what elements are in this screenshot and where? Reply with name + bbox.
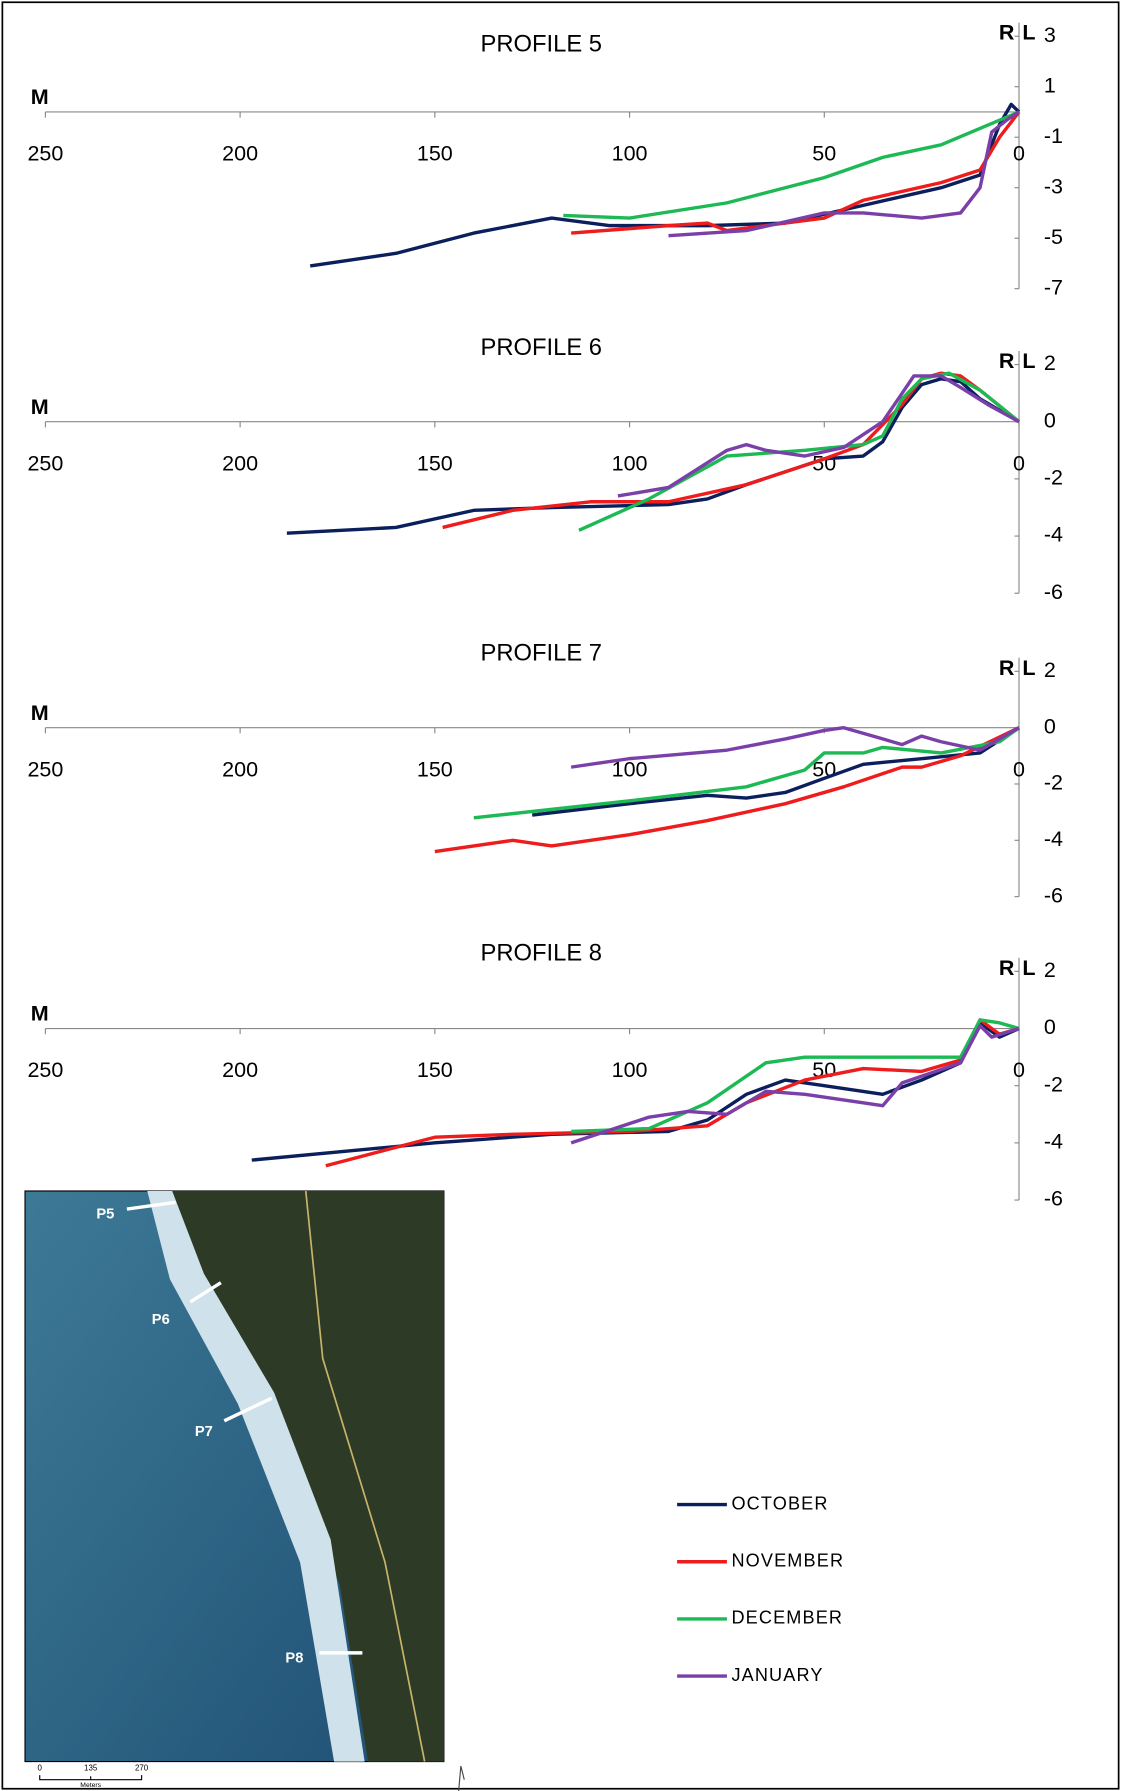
y-tick-label: 0	[1044, 408, 1056, 432]
profile-label: P6	[152, 1312, 170, 1328]
side-label: L	[1022, 956, 1035, 980]
y-tick-label: 3	[1044, 23, 1056, 47]
profile-label: P7	[195, 1424, 213, 1440]
y-tick-label: -4	[1044, 523, 1063, 547]
y-tick-label: -2	[1044, 466, 1063, 490]
y-tick-label: -1	[1044, 124, 1063, 148]
y-tick-label: 0	[1044, 1015, 1056, 1039]
x-tick-label: 250	[27, 1058, 63, 1082]
x-axis-label: M	[31, 85, 49, 109]
scale-label: 0	[38, 1763, 43, 1772]
legend-label: JANUARY	[731, 1665, 823, 1685]
legend-label: DECEMBER	[731, 1608, 843, 1628]
chart-title: PROFILE 8	[480, 940, 602, 967]
side-label: R	[999, 956, 1015, 980]
legend-label: NOVEMBER	[731, 1551, 844, 1571]
chart-title: PROFILE 6	[480, 334, 602, 361]
x-tick-label: 250	[27, 142, 63, 166]
y-tick-label: 2	[1044, 351, 1056, 375]
x-tick-label: 200	[222, 142, 258, 166]
x-tick-label: 100	[612, 1058, 648, 1082]
x-tick-label: 150	[417, 1058, 453, 1082]
line-series	[252, 1023, 1019, 1160]
scale-label: 135	[84, 1763, 98, 1772]
y-tick-label: -2	[1044, 1072, 1063, 1096]
x-axis-label: M	[31, 1002, 49, 1026]
y-tick-label: 1	[1044, 73, 1056, 97]
y-tick-label: -6	[1044, 580, 1063, 604]
side-label: R	[999, 656, 1015, 680]
y-tick-label: -7	[1044, 275, 1063, 299]
x-tick-label: 200	[222, 451, 258, 475]
profile-label: P5	[96, 1207, 114, 1223]
y-tick-label: -6	[1044, 883, 1063, 907]
scale-unit: Meters	[80, 1782, 101, 1789]
x-tick-label: 100	[612, 451, 648, 475]
x-tick-label: 150	[417, 451, 453, 475]
x-tick-label: 250	[27, 451, 63, 475]
line-series	[618, 376, 1019, 496]
x-tick-label: 100	[612, 142, 648, 166]
x-tick-label: 0	[1013, 451, 1025, 475]
x-tick-label: 50	[812, 142, 836, 166]
profile-label: P8	[285, 1650, 303, 1666]
y-tick-label: -6	[1044, 1187, 1063, 1211]
line-series	[310, 104, 1019, 266]
y-tick-label: -5	[1044, 225, 1063, 249]
line-series	[287, 379, 1019, 533]
chart-title: PROFILE 5	[480, 31, 602, 58]
x-tick-label: 0	[1013, 757, 1025, 781]
x-tick-label: 150	[417, 757, 453, 781]
side-label: L	[1022, 21, 1035, 45]
x-tick-label: 250	[27, 757, 63, 781]
y-tick-label: -3	[1044, 174, 1063, 198]
y-tick-label: 2	[1044, 958, 1056, 982]
map: P5 P6 P7 P8 0 135 270 Meters	[25, 1191, 464, 1791]
x-tick-label: 0	[1013, 142, 1025, 166]
y-tick-label: -4	[1044, 827, 1063, 851]
chart-title: PROFILE 7	[480, 640, 602, 667]
side-label: L	[1022, 656, 1035, 680]
page: P5 P6 P7 P8 0 135 270 Meters PROFILE 525…	[0, 0, 1121, 1791]
y-tick-label: 2	[1044, 658, 1056, 682]
x-axis-label: M	[31, 701, 49, 725]
side-label: L	[1022, 349, 1035, 373]
y-tick-label: 0	[1044, 714, 1056, 738]
x-tick-label: 0	[1013, 1058, 1025, 1082]
x-tick-label: 200	[222, 1058, 258, 1082]
x-tick-label: 150	[417, 142, 453, 166]
north-arrow	[459, 1766, 465, 1791]
x-tick-label: 200	[222, 757, 258, 781]
side-label: R	[999, 21, 1015, 45]
side-label: R	[999, 349, 1015, 373]
scale-label: 270	[135, 1763, 149, 1772]
y-tick-label: -4	[1044, 1130, 1063, 1154]
legend-label: OCTOBER	[731, 1493, 828, 1513]
y-tick-label: -2	[1044, 771, 1063, 795]
x-axis-label: M	[31, 395, 49, 419]
